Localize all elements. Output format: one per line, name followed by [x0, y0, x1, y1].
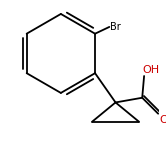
- Text: OH: OH: [142, 64, 159, 74]
- Text: O: O: [160, 115, 166, 125]
- Text: Br: Br: [110, 22, 121, 32]
